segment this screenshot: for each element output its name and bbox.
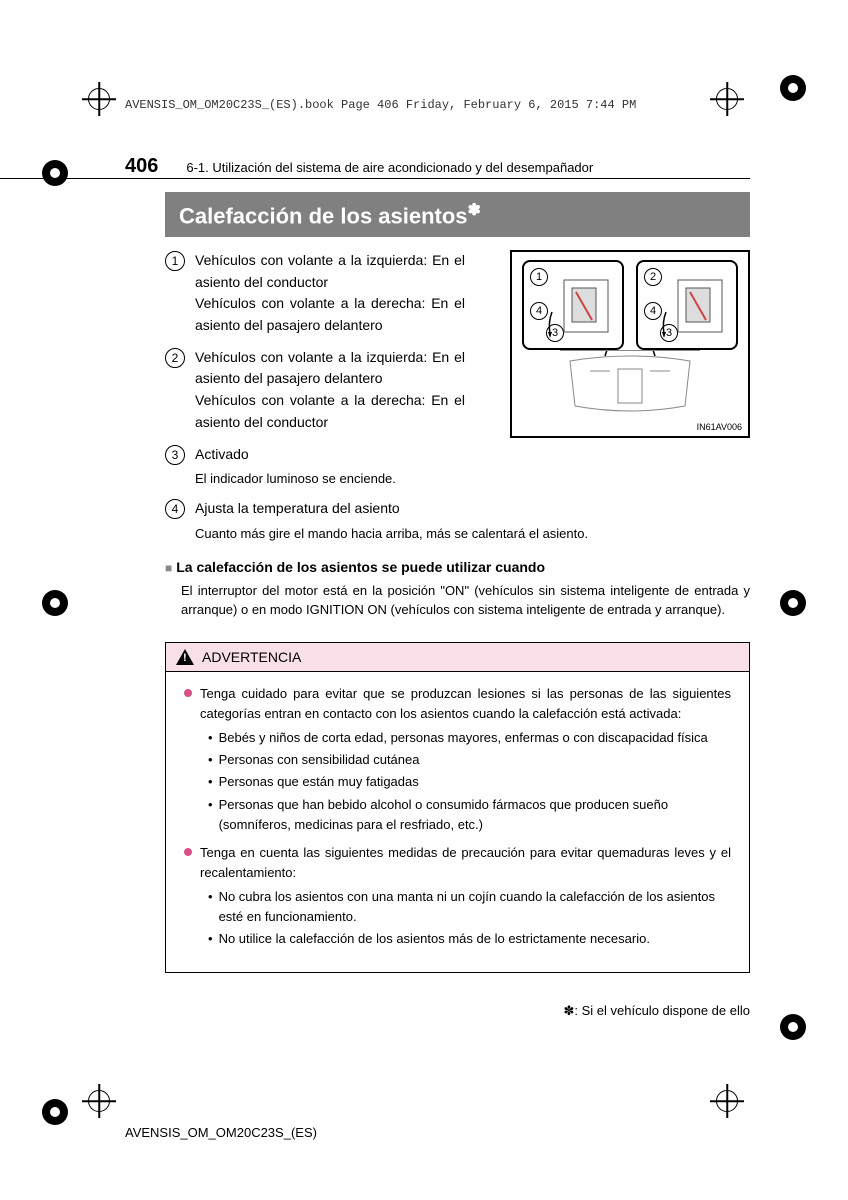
sub-bullet-text: Bebés y niños de corta edad, personas ma…	[219, 728, 708, 748]
content-area: 1 Vehículos con volante a la izquierda: …	[165, 250, 750, 1019]
title-text: Calefacción de los asientos	[179, 203, 468, 228]
footnote: ✽: Si el vehículo dispone de ello	[165, 1003, 750, 1019]
info-text: El interruptor del motor está en la posi…	[181, 581, 750, 620]
item-number-icon: 2	[165, 348, 185, 368]
list-item: 1 Vehículos con volante a la izquierda: …	[165, 250, 750, 337]
info-heading: La calefacción de los asientos se puede …	[165, 559, 750, 575]
bullet-icon	[184, 689, 192, 697]
sub-bullet: •Personas con sensibilidad cutánea	[208, 750, 731, 770]
warning-box: ADVERTENCIA Tenga cuidado para evitar qu…	[165, 642, 750, 973]
item-note: El indicador luminoso se enciende.	[195, 471, 750, 486]
sub-bullet-text: Personas que están muy fatigadas	[219, 772, 419, 792]
info-block: La calefacción de los asientos se puede …	[165, 559, 750, 620]
list-item: 3 Activado	[165, 444, 750, 466]
item-text: Vehículos con volante a la izquierda: En…	[195, 349, 465, 387]
page-number: 406	[125, 155, 158, 178]
sub-bullet: •No utilice la calefacción de los asient…	[208, 929, 731, 949]
sub-bullet-text: No utilice la calefacción de los asiento…	[219, 929, 650, 949]
sub-bullet: •No cubra los asientos con una manta ni …	[208, 887, 731, 927]
item-text: Ajusta la temperatura del asiento	[195, 498, 400, 520]
item-text: Activado	[195, 444, 249, 466]
sub-bullet-text: Personas que han bebido alcohol o consum…	[219, 795, 731, 835]
footnote-marker: ✽	[563, 1003, 574, 1018]
list-item: 2 Vehículos con volante a la izquierda: …	[165, 347, 750, 434]
item-text: Vehículos con volante a la derecha: En e…	[195, 392, 465, 430]
item-number-icon: 3	[165, 445, 185, 465]
section-title: 6-1. Utilización del sistema de aire aco…	[186, 160, 593, 175]
warning-text: Tenga en cuenta las siguientes medidas d…	[200, 843, 731, 883]
item-number-icon: 1	[165, 251, 185, 271]
footer-code: AVENSIS_OM_OM20C23S_(ES)	[125, 1125, 317, 1140]
warning-item: Tenga cuidado para evitar que se produzc…	[184, 684, 731, 724]
warning-item: Tenga en cuenta las siguientes medidas d…	[184, 843, 731, 883]
item-note: Cuanto más gire el mando hacia arriba, m…	[195, 526, 750, 541]
page-header: 406 6-1. Utilización del sistema de aire…	[125, 155, 748, 178]
sub-bullet: •Personas que están muy fatigadas	[208, 772, 731, 792]
footnote-text: : Si el vehículo dispone de ello	[574, 1003, 750, 1018]
sub-bullet: •Bebés y niños de corta edad, personas m…	[208, 728, 731, 748]
warning-label: ADVERTENCIA	[202, 649, 301, 665]
book-header-line: AVENSIS_OM_OM20C23S_(ES).book Page 406 F…	[125, 98, 636, 112]
sub-bullet: •Personas que han bebido alcohol o consu…	[208, 795, 731, 835]
item-text: Vehículos con volante a la izquierda: En…	[195, 252, 465, 290]
title-asterisk: ✽	[468, 202, 481, 219]
warning-header: ADVERTENCIA	[166, 643, 749, 672]
item-text: Vehículos con volante a la derecha: En e…	[195, 295, 465, 333]
warning-body: Tenga cuidado para evitar que se produzc…	[166, 672, 749, 972]
warning-text: Tenga cuidado para evitar que se produzc…	[200, 684, 731, 724]
header-rule	[0, 178, 750, 179]
sub-bullet-text: No cubra los asientos con una manta ni u…	[219, 887, 731, 927]
warning-icon	[176, 649, 194, 665]
item-number-icon: 4	[165, 499, 185, 519]
list-item: 4 Ajusta la temperatura del asiento	[165, 498, 750, 520]
sub-bullet-text: Personas con sensibilidad cutánea	[219, 750, 420, 770]
title-bar: Calefacción de los asientos✽	[165, 192, 750, 237]
bullet-icon	[184, 848, 192, 856]
